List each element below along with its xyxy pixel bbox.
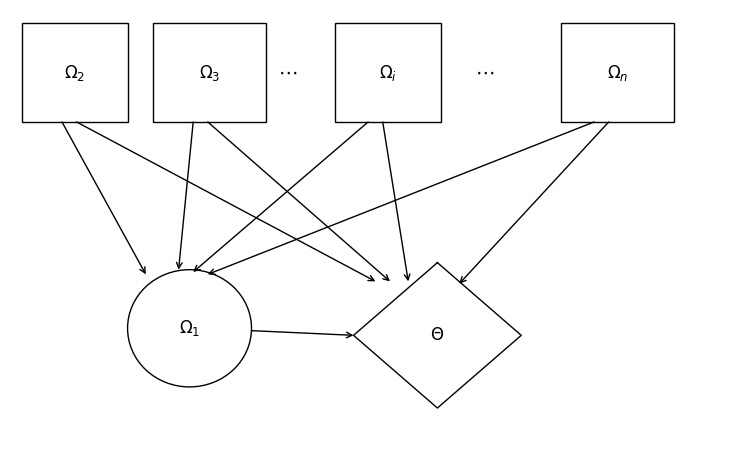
Text: $\cdots$: $\cdots$ [475,63,494,82]
Text: $\Omega_2$: $\Omega_2$ [64,63,85,83]
Text: $\Theta$: $\Theta$ [430,326,445,344]
Bar [153,23,266,122]
Text: $\Omega_1$: $\Omega_1$ [179,318,200,338]
Bar [22,23,128,122]
Bar [561,23,674,122]
Text: $\Omega_i$: $\Omega_i$ [379,63,397,83]
Bar [335,23,441,122]
Text: $\Omega_n$: $\Omega_n$ [607,63,628,83]
Text: $\Omega_3$: $\Omega_3$ [199,63,220,83]
Text: $\cdots$: $\cdots$ [278,63,297,82]
